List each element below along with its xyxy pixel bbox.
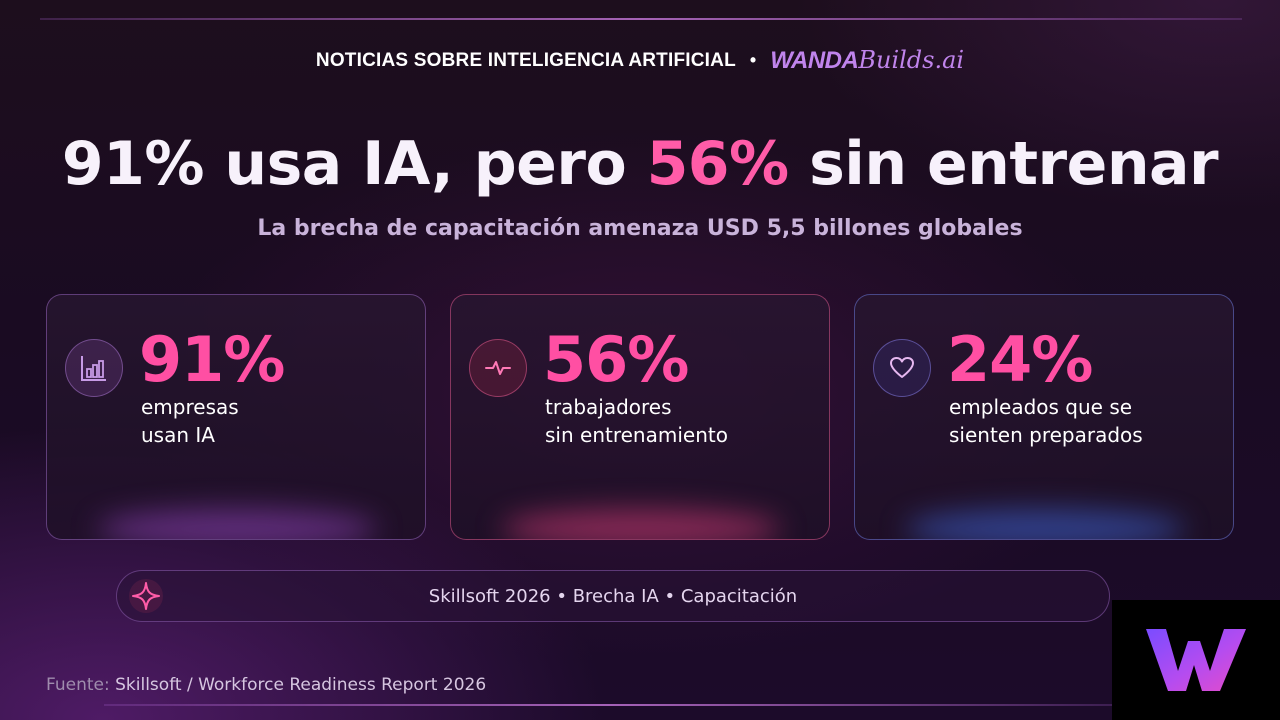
stat-card-companies: 91% empresas usan IA bbox=[46, 294, 426, 540]
stat-description-line-2: sin entrenamiento bbox=[545, 423, 728, 447]
headline-part-2: sin entrenar bbox=[788, 129, 1219, 199]
source-label: Fuente: bbox=[46, 675, 110, 695]
tags-pill: Skillsoft 2026 • Brecha IA • Capacitació… bbox=[116, 570, 1110, 622]
stat-description: trabajadores sin entrenamiento bbox=[545, 393, 815, 449]
headline-highlight: 56% bbox=[646, 129, 790, 199]
pulse-icon bbox=[469, 339, 527, 397]
card-glow bbox=[501, 509, 781, 539]
card-glow bbox=[905, 509, 1185, 539]
stat-description: empresas usan IA bbox=[141, 393, 411, 449]
stat-value: 91% bbox=[139, 323, 285, 396]
stat-value: 56% bbox=[543, 323, 689, 396]
stat-description-line-2: usan IA bbox=[141, 423, 215, 447]
source-line: Fuente: Skillsoft / Workforce Readiness … bbox=[46, 675, 486, 695]
stat-card-employees: 24% empleados que se sienten preparados bbox=[854, 294, 1234, 540]
header-title: NOTICIAS SOBRE INTELIGENCIA ARTIFICIAL bbox=[315, 49, 736, 71]
stat-description: empleados que se sienten preparados bbox=[949, 393, 1219, 449]
top-divider bbox=[40, 18, 1242, 20]
brand-name: WANDA bbox=[770, 47, 859, 74]
stat-description-line-2: sienten preparados bbox=[949, 423, 1143, 447]
source-text: Skillsoft / Workforce Readiness Report 2… bbox=[115, 675, 487, 695]
stat-card-workers: 56% trabajadores sin entrenamiento bbox=[450, 294, 830, 540]
header-separator: • bbox=[749, 50, 757, 70]
stat-description-line-1: trabajadores bbox=[545, 395, 672, 419]
tags-text: Skillsoft 2026 • Brecha IA • Capacitació… bbox=[428, 585, 798, 607]
stat-description-line-1: empresas bbox=[141, 395, 239, 419]
heart-icon bbox=[873, 339, 931, 397]
wanda-w-logo bbox=[1112, 600, 1280, 720]
stat-value: 24% bbox=[947, 323, 1093, 396]
headline: 91% usa IA, pero 56% sin entrenar bbox=[0, 128, 1280, 200]
sparkle-icon bbox=[129, 579, 163, 613]
stat-description-line-1: empleados que se bbox=[949, 395, 1133, 419]
headline-part-1: 91% usa IA, pero bbox=[61, 129, 647, 199]
brand-script: Builds.ai bbox=[858, 46, 965, 74]
subtitle: La brecha de capacitación amenaza USD 5,… bbox=[257, 216, 1023, 241]
card-glow bbox=[97, 509, 377, 539]
header: NOTICIAS SOBRE INTELIGENCIA ARTIFICIAL •… bbox=[0, 46, 1280, 75]
bar-chart-icon bbox=[65, 339, 123, 397]
bottom-divider bbox=[104, 704, 1112, 706]
brand-logo: WANDA Builds.ai bbox=[770, 46, 964, 75]
